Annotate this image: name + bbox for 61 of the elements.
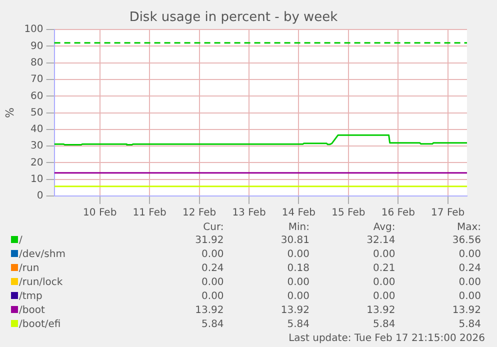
text: 13.92	[451, 304, 482, 318]
x-tick-label: 17 Feb	[431, 208, 465, 219]
y-tick-label: 80	[30, 57, 44, 68]
legend-label: /run	[19, 263, 40, 274]
text: 0.00	[372, 248, 396, 262]
chart-title: Disk usage in percent - by week	[129, 10, 338, 26]
text: 5.84	[372, 318, 396, 332]
text: 0.00	[200, 248, 225, 262]
text: 0.18	[286, 262, 311, 276]
text: 0.00	[372, 276, 396, 290]
text: 0.24	[458, 262, 482, 276]
text: Last update: Tue Feb 17 21:15:00 2026	[288, 332, 485, 345]
text: 0.00	[200, 276, 225, 290]
text: 0.00	[458, 290, 482, 304]
text: 32.14	[366, 234, 396, 248]
y-tick-label: 30	[30, 140, 44, 152]
legend-label: /dev/shm	[19, 249, 66, 260]
text: 0.00	[200, 290, 225, 304]
y-axis-title: %	[3, 108, 16, 118]
text: 0.00	[286, 290, 311, 304]
legend-label: /run/lock	[19, 277, 63, 288]
text: 0.00	[458, 276, 482, 290]
legend-label: /tmp	[19, 291, 42, 302]
y-tick-label: 70	[30, 74, 44, 86]
text: 0.00	[286, 276, 311, 290]
text: 5.84	[200, 318, 225, 332]
text: 0.21	[372, 262, 396, 276]
text: 31.92	[194, 234, 225, 248]
text: 13.92	[194, 304, 225, 318]
text: 36.56	[451, 234, 482, 248]
text: Max:	[456, 222, 482, 234]
text: 5.84	[458, 318, 482, 332]
x-tick-label: 11 Feb	[132, 208, 166, 219]
text: 13.92	[280, 304, 311, 318]
text: Min:	[287, 222, 311, 234]
text: 13.92	[366, 304, 396, 318]
x-tick-label: 12 Feb	[182, 208, 216, 219]
x-tick-label: 10 Feb	[83, 208, 117, 219]
y-tick-label: 20	[30, 157, 44, 168]
legend-label: /boot/efi	[19, 319, 61, 330]
text: 30.81	[280, 234, 311, 248]
y-tick-label: 90	[30, 40, 44, 52]
legend-label: /boot	[19, 305, 45, 316]
y-tick-label: 60	[30, 90, 44, 102]
text: 5.84	[286, 318, 311, 332]
text: 0.24	[200, 262, 225, 276]
x-tick-label: 13 Feb	[232, 208, 266, 219]
y-tick-label: 0	[36, 190, 44, 202]
y-tick-label: 10	[30, 174, 44, 185]
text: 0.00	[458, 248, 482, 262]
legend-label: /	[19, 235, 22, 246]
x-tick-label: 15 Feb	[332, 208, 366, 219]
text: 0.00	[372, 290, 396, 304]
text: Cur:	[202, 222, 225, 234]
y-tick-label: 100	[24, 24, 44, 36]
y-tick-label: 40	[30, 124, 44, 136]
text: Avg:	[372, 222, 396, 234]
y-tick-label: 50	[30, 107, 44, 118]
x-tick-label: 14 Feb	[282, 208, 316, 219]
text: 0.00	[286, 248, 311, 262]
x-tick-label: 16 Feb	[381, 208, 415, 219]
